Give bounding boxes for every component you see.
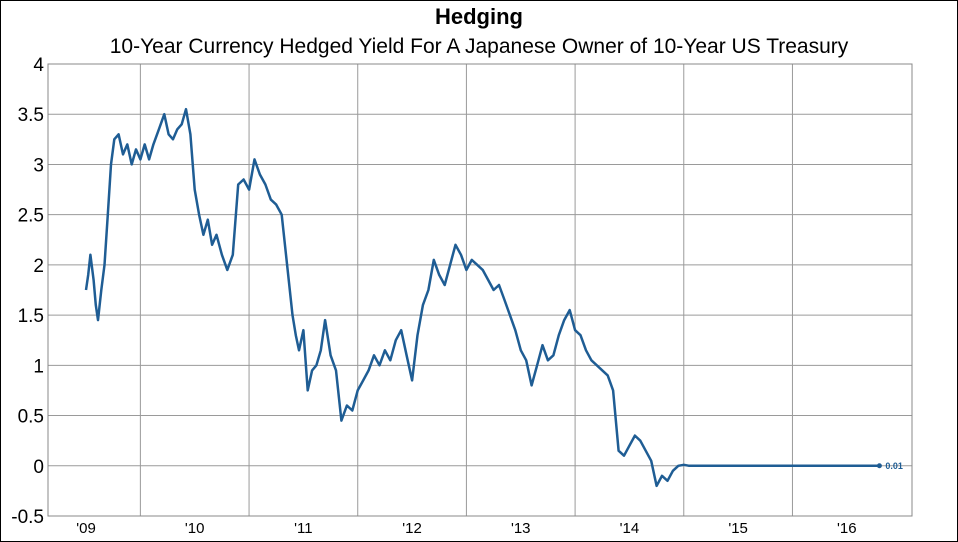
x-tick-label: '10 — [185, 520, 205, 537]
y-tick-label: 0.5 — [18, 407, 44, 428]
x-tick-label: '13 — [511, 520, 531, 537]
plot-area-border — [47, 63, 913, 517]
gridlines — [48, 63, 912, 517]
y-tick-label: 0 — [33, 457, 44, 478]
y-tick-label: 3.5 — [18, 105, 44, 126]
x-tick-label: '16 — [837, 520, 857, 537]
series-line — [84, 107, 880, 488]
x-tick-label: '09 — [76, 520, 96, 537]
x-tick-label: '15 — [728, 520, 748, 537]
y-tick-label: 1.5 — [18, 306, 44, 327]
x-tick-label: '11 — [294, 520, 312, 537]
chart-subtitle: 10-Year Currency Hedged Yield For A Japa… — [109, 35, 849, 58]
y-tick-label: 3 — [33, 155, 44, 176]
series-layer — [84, 107, 882, 488]
chart-title: Hedging — [435, 4, 523, 29]
series-end-point — [876, 463, 882, 469]
x-tick-label: '12 — [402, 520, 422, 537]
x-tick-label: '14 — [620, 520, 640, 537]
y-tick-label: -0.5 — [11, 507, 44, 528]
y-tick-label: 4 — [33, 55, 44, 76]
y-tick-label: 2.5 — [18, 206, 44, 227]
axes — [47, 63, 913, 517]
series-end-label: 0.01 — [885, 461, 903, 471]
y-tick-label: 2 — [33, 256, 44, 277]
y-tick-label: 1 — [33, 356, 44, 377]
tick-labels: 4 3.5 3 2.5 2 1.5 1 0.5 0 -0.5 '09 '10 '11 '12 '13 '14 '… — [11, 55, 903, 537]
